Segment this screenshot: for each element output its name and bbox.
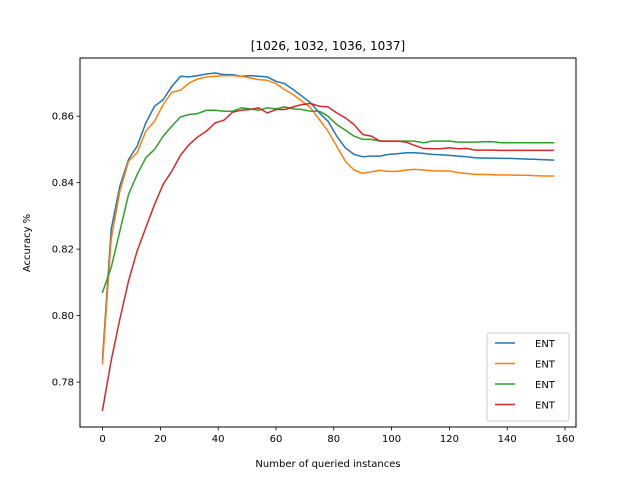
- y-tick-label: 0.82: [52, 245, 74, 256]
- x-tick-label: 100: [382, 434, 401, 445]
- series-line-4: [101, 102, 555, 412]
- x-axis-label: Number of queried instances: [255, 459, 400, 470]
- series-layer: [101, 72, 555, 412]
- y-axis-ticks: 0.78 0.80 0.82 0.84 0.86: [52, 112, 80, 389]
- x-axis-ticks: 0 20 40 60 80 100 120 140 160: [99, 427, 575, 445]
- chart-title: [1026, 1032, 1036, 1037]: [251, 39, 405, 53]
- legend-label: ENT: [535, 339, 556, 350]
- x-tick-label: 80: [327, 434, 340, 445]
- y-tick-label: 0.84: [52, 178, 74, 189]
- y-tick-label: 0.86: [52, 112, 74, 123]
- legend-box: [486, 332, 570, 422]
- x-tick-label: 60: [270, 434, 283, 445]
- y-axis-label: Accuracy %: [22, 214, 33, 272]
- plot-area: [79, 57, 577, 428]
- y-tick-label: 0.78: [52, 378, 74, 389]
- x-tick-label: 40: [212, 434, 225, 445]
- series-line-1: [101, 72, 555, 360]
- y-tick-label: 0.80: [52, 311, 74, 322]
- x-tick-label: 140: [498, 434, 517, 445]
- x-tick-label: 20: [154, 434, 167, 445]
- series-line-2: [101, 74, 555, 365]
- legend-label: ENT: [535, 380, 556, 391]
- legend-label: ENT: [535, 360, 556, 371]
- legend-label: ENT: [535, 401, 556, 412]
- legend: ENT ENT ENT ENT: [486, 332, 570, 422]
- x-tick-label: 120: [440, 434, 459, 445]
- x-tick-label: 160: [555, 434, 574, 445]
- x-tick-label: 0: [99, 434, 105, 445]
- axes-frame: [79, 57, 577, 428]
- series-line-3: [101, 106, 555, 294]
